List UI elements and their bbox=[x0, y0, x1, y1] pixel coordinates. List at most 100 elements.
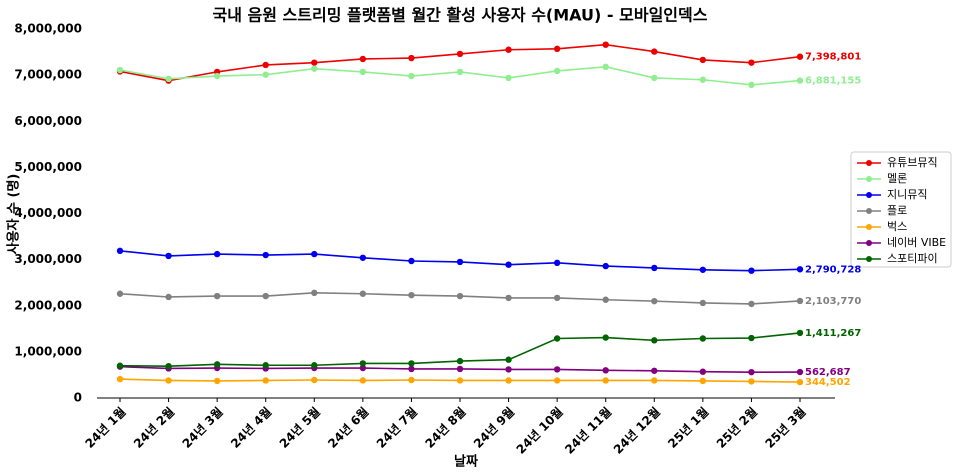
data-label: 1,411,267 bbox=[805, 328, 861, 339]
data-point bbox=[602, 262, 609, 270]
y-tick-label: 6,000,000 bbox=[14, 114, 82, 128]
legend-marker bbox=[866, 208, 872, 214]
data-point bbox=[456, 377, 464, 384]
x-tick-label: 24년 4월 bbox=[227, 404, 274, 451]
data-point bbox=[553, 294, 561, 302]
legend-marker bbox=[866, 240, 872, 246]
x-axis-label: 날짜 bbox=[454, 454, 478, 470]
data-label: 6,881,155 bbox=[805, 76, 861, 87]
data-point bbox=[408, 376, 415, 384]
y-tick-label: 4,000,000 bbox=[14, 206, 82, 220]
y-tick-label: 2,000,000 bbox=[14, 298, 82, 312]
data-point bbox=[408, 365, 415, 373]
legend-marker bbox=[866, 160, 872, 166]
data-point bbox=[748, 368, 755, 376]
data-point bbox=[748, 59, 755, 66]
data-point bbox=[602, 334, 609, 341]
data-point bbox=[456, 292, 464, 300]
data-point bbox=[311, 65, 318, 72]
x-tick-label: 24년 8월 bbox=[422, 404, 469, 451]
data-point bbox=[456, 68, 464, 76]
data-point bbox=[699, 76, 707, 83]
data-point bbox=[602, 296, 609, 303]
y-tick-label: 8,000,000 bbox=[14, 22, 82, 36]
x-tick-label: 24년 11월 bbox=[562, 404, 615, 457]
data-point bbox=[748, 267, 755, 274]
data-point bbox=[651, 297, 658, 305]
data-point bbox=[553, 45, 561, 53]
data-point bbox=[116, 66, 124, 74]
data-point bbox=[651, 377, 658, 384]
y-axis-label: 사용자 수 (명) bbox=[6, 174, 22, 255]
data-point bbox=[213, 377, 221, 385]
x-tick-label: 24년 12월 bbox=[610, 404, 663, 457]
data-point bbox=[505, 377, 512, 384]
data-point bbox=[262, 292, 269, 300]
x-tick-label: 24년 1월 bbox=[82, 404, 129, 451]
data-point bbox=[165, 362, 172, 370]
y-tick-label: 3,000,000 bbox=[14, 252, 82, 266]
data-point bbox=[505, 74, 512, 82]
data-point bbox=[699, 377, 707, 385]
x-tick-label: 24년 6월 bbox=[325, 404, 372, 451]
legend-box bbox=[850, 151, 952, 268]
data-point bbox=[796, 378, 804, 386]
x-tick-label: 24년 9월 bbox=[470, 404, 517, 451]
data-point bbox=[553, 259, 561, 267]
legend-label: 유튜브뮤직 bbox=[887, 156, 938, 169]
y-tick-label: 0 bbox=[74, 391, 82, 405]
legend-label: 플로 bbox=[887, 204, 907, 217]
data-point bbox=[359, 360, 367, 367]
data-point bbox=[796, 368, 804, 376]
data-point bbox=[408, 360, 415, 367]
data-point bbox=[408, 72, 415, 80]
data-point bbox=[359, 364, 367, 372]
data-point bbox=[602, 41, 609, 48]
data-point bbox=[408, 54, 415, 62]
data-point bbox=[165, 293, 172, 301]
data-point bbox=[505, 294, 512, 302]
data-point bbox=[602, 367, 609, 374]
data-label: 2,103,770 bbox=[805, 296, 861, 307]
data-point bbox=[116, 247, 124, 255]
data-point bbox=[165, 252, 172, 260]
data-label: 2,790,728 bbox=[805, 264, 861, 275]
data-point bbox=[359, 290, 367, 297]
data-point bbox=[602, 377, 609, 384]
legend-marker bbox=[866, 224, 872, 230]
data-point bbox=[262, 362, 269, 369]
chart-title: 국내 음원 스트리밍 플랫폼별 월간 활성 사용자 수(MAU) - 모바일인덱… bbox=[213, 6, 708, 25]
data-label: 344,502 bbox=[805, 377, 851, 388]
y-tick-label: 5,000,000 bbox=[14, 160, 82, 174]
data-point bbox=[359, 55, 367, 63]
data-point bbox=[408, 291, 415, 299]
data-point bbox=[456, 258, 464, 266]
data-point bbox=[699, 335, 707, 342]
data-point bbox=[553, 366, 561, 373]
y-tick-label: 7,000,000 bbox=[14, 68, 82, 82]
data-point bbox=[699, 299, 707, 307]
data-point bbox=[165, 377, 172, 384]
data-point bbox=[262, 61, 269, 69]
x-tick-label: 24년 10월 bbox=[513, 404, 566, 457]
data-point bbox=[311, 362, 318, 369]
y-tick-label: 1,000,000 bbox=[14, 344, 82, 358]
x-tick-label: 25년 2월 bbox=[713, 404, 760, 451]
x-tick-label: 24년 3월 bbox=[179, 404, 226, 451]
data-point bbox=[699, 266, 707, 273]
x-tick-label: 24년 2월 bbox=[130, 404, 177, 451]
data-point bbox=[359, 377, 367, 384]
data-point bbox=[408, 257, 415, 265]
data-point bbox=[311, 250, 318, 258]
data-point bbox=[456, 50, 464, 58]
data-point bbox=[796, 297, 804, 305]
data-point bbox=[699, 368, 707, 375]
data-point bbox=[213, 292, 221, 300]
data-point bbox=[602, 63, 609, 71]
data-point bbox=[748, 378, 755, 385]
x-tick-label: 24년 5월 bbox=[276, 404, 323, 451]
data-point bbox=[505, 366, 512, 373]
legend-label: 스포티파이 bbox=[887, 252, 938, 265]
legend-marker bbox=[866, 256, 872, 262]
data-point bbox=[505, 356, 512, 363]
